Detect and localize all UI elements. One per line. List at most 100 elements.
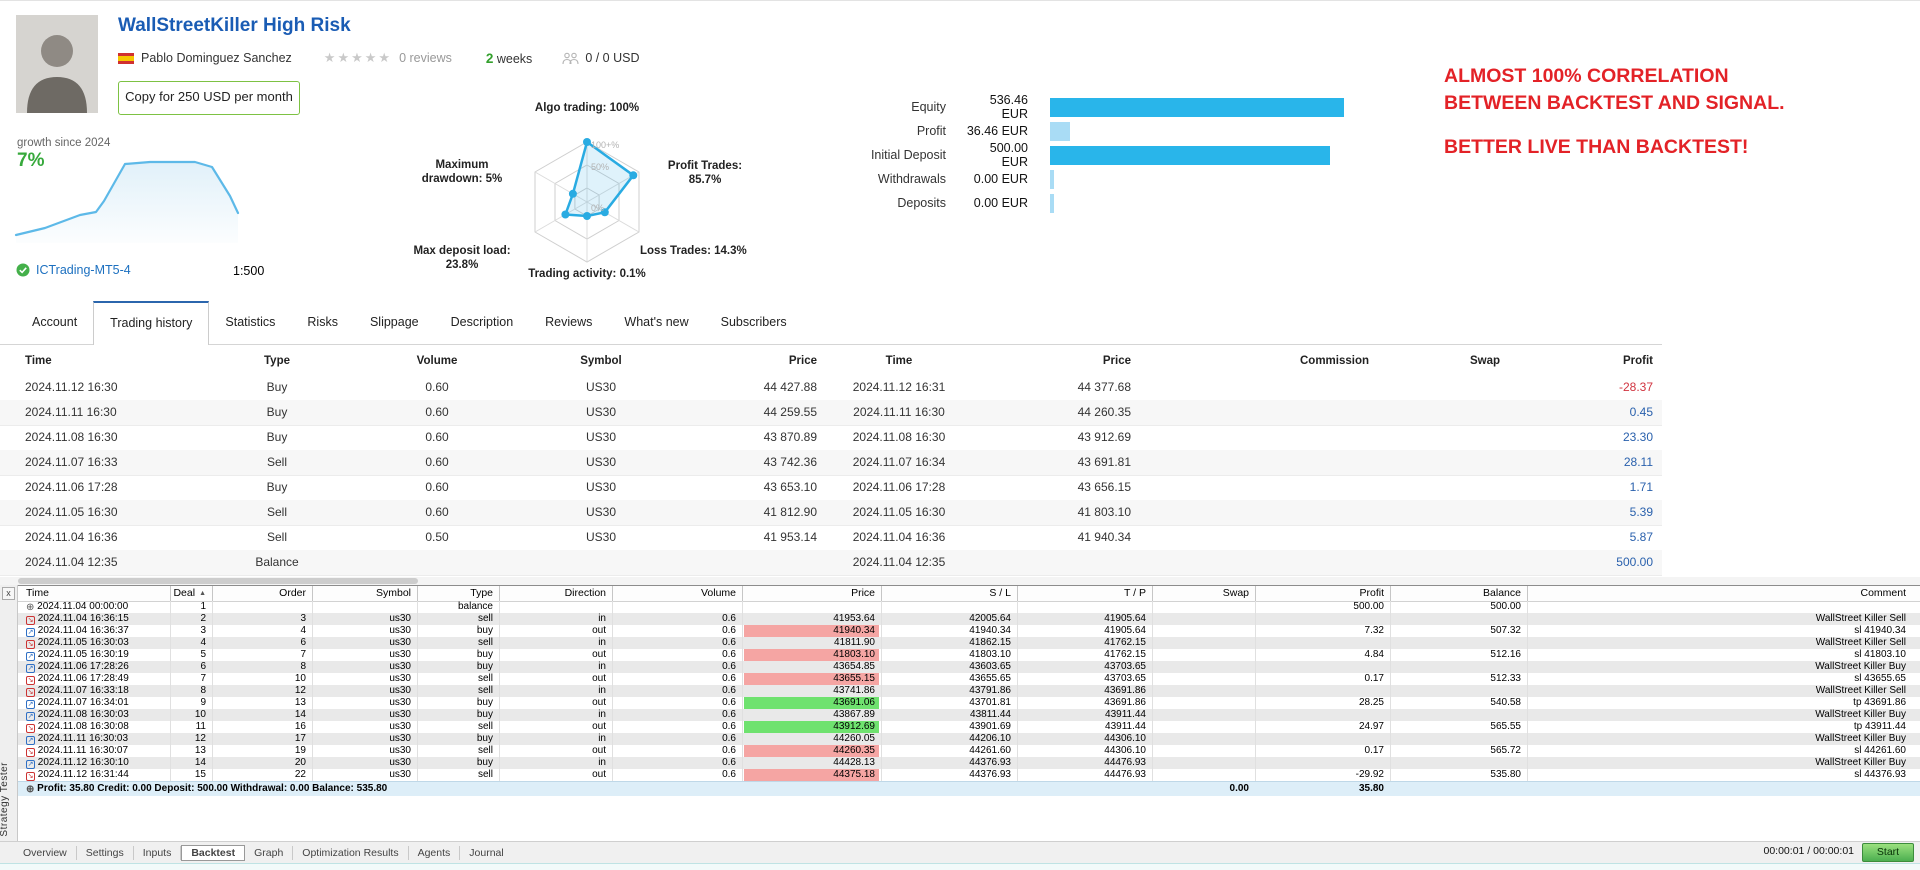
broker-row: ICTrading-MT5-4 bbox=[16, 263, 131, 277]
history-cell-close_price: 41 803.10 bbox=[1077, 505, 1131, 519]
column-separator bbox=[1017, 586, 1018, 601]
deal-cell-order: 22 bbox=[294, 769, 306, 780]
tab-reviews[interactable]: Reviews bbox=[545, 315, 593, 329]
deal-cell-vol: 0.6 bbox=[722, 625, 736, 636]
tester-tab-overview[interactable]: Overview bbox=[14, 845, 77, 860]
history-cell-time: 2024.11.04 12:35 bbox=[25, 555, 118, 569]
deal-cell-order: 14 bbox=[294, 709, 306, 720]
deal-cell-type: sell bbox=[477, 613, 493, 624]
deals-header-vol[interactable]: Volume bbox=[700, 587, 736, 599]
verified-check-icon bbox=[16, 263, 30, 277]
tester-tab-optimization-results[interactable]: Optimization Results bbox=[293, 845, 409, 860]
deals-header-tp[interactable]: T / P bbox=[1124, 587, 1146, 599]
deal-cell-swap bbox=[1154, 649, 1253, 661]
deal-cell-time: ↘ 2024.11.08 16:30:08 bbox=[26, 721, 129, 733]
deal-cell-vol: 0.6 bbox=[722, 637, 736, 648]
tester-tab-graph[interactable]: Graph bbox=[245, 845, 294, 860]
deal-cell-swap bbox=[1154, 661, 1253, 673]
deal-cell-vol: 0.6 bbox=[722, 733, 736, 744]
column-separator bbox=[499, 586, 500, 601]
deal-row[interactable]: ↗ 2024.11.06 17:28:26 6 8 us30 buy in 0.6 43654… bbox=[0, 661, 1920, 673]
deal-row[interactable]: ↘ 2024.11.12 16:31:44 15 22 us30 sell out 0.6 4… bbox=[0, 769, 1920, 781]
deal-row[interactable]: ↗ 2024.11.11 16:30:03 12 17 us30 buy in 0.6 442… bbox=[0, 733, 1920, 745]
history-cell-volume: 0.60 bbox=[425, 480, 449, 494]
start-button[interactable]: Start bbox=[1862, 843, 1914, 862]
deals-header-profit[interactable]: Profit bbox=[1359, 587, 1384, 599]
deal-cell-profit: 7.32 bbox=[1364, 625, 1384, 636]
deals-header-balance[interactable]: Balance bbox=[1483, 587, 1521, 599]
deal-cell-sl: 43603.65 bbox=[969, 661, 1011, 672]
deal-cell-type: buy bbox=[476, 649, 493, 660]
history-cell-profit: 500.00 bbox=[1616, 555, 1653, 569]
growth-label: growth since 2024 bbox=[17, 137, 111, 149]
tab-risks[interactable]: Risks bbox=[307, 315, 338, 329]
tester-tab-backtest[interactable]: Backtest bbox=[181, 844, 246, 861]
copy-signal-button[interactable]: Copy for 250 USD per month bbox=[118, 81, 300, 115]
deal-cell-time: ↘ 2024.11.07 16:33:18 bbox=[26, 685, 129, 697]
deal-cell-sl: 44376.93 bbox=[969, 757, 1011, 768]
tab-trading-history[interactable]: Trading history bbox=[93, 301, 210, 345]
deal-row[interactable]: ⊕ 2024.11.04 00:00:00 1 balance 500.00 500.0… bbox=[0, 601, 1920, 613]
tab-account[interactable]: Account bbox=[32, 315, 78, 329]
deal-cell-tp: 41905.64 bbox=[1104, 613, 1146, 624]
deal-cell-type: sell bbox=[477, 685, 493, 696]
tester-tab-bar: Overview Settings Inputs Backtest Graph Optim… bbox=[0, 841, 1920, 863]
tab-what-s-new[interactable]: What's new bbox=[624, 315, 689, 329]
deals-header-swap[interactable]: Swap bbox=[1222, 587, 1249, 599]
close-icon[interactable]: x bbox=[2, 587, 15, 600]
tab-slippage[interactable]: Slippage bbox=[369, 315, 419, 329]
deal-cell-price: 43867.89 bbox=[833, 709, 875, 720]
deal-row[interactable]: ↘ 2024.11.06 17:28:49 7 10 us30 sell out 0.6 43… bbox=[0, 673, 1920, 685]
deal-row[interactable]: ↘ 2024.11.11 16:30:07 13 19 us30 sell out 0.6 4… bbox=[0, 745, 1920, 757]
history-cell-swap bbox=[1380, 400, 1500, 425]
history-cell-profit: 1.71 bbox=[1629, 480, 1653, 494]
deals-header-type[interactable]: Type bbox=[470, 587, 493, 599]
deals-header-dir[interactable]: Direction bbox=[564, 587, 606, 599]
history-header-symbol: Symbol bbox=[580, 355, 622, 367]
tab-subscribers[interactable]: Subscribers bbox=[720, 315, 787, 329]
tester-tab-journal[interactable]: Journal bbox=[469, 846, 504, 859]
deals-table-header: Time Deal ▲ Order Symbol Type Direction Volume P… bbox=[0, 586, 1920, 602]
deal-cell-deal: 13 bbox=[194, 745, 206, 756]
deals-header-sl[interactable]: S / L bbox=[989, 587, 1011, 599]
deals-header-symbol[interactable]: Symbol bbox=[375, 587, 411, 599]
stat-value: 500.00 EUR bbox=[989, 141, 1028, 169]
deal-row[interactable]: ↘ 2024.11.07 16:33:18 8 12 us30 sell in 0.6 437… bbox=[0, 685, 1920, 697]
deal-row[interactable]: ↘ 2024.11.05 16:30:03 4 6 us30 sell in 0.6 4181… bbox=[0, 637, 1920, 649]
deals-header-price[interactable]: Price bbox=[851, 587, 875, 599]
deal-cell-balance bbox=[1392, 661, 1525, 673]
tester-tab-settings[interactable]: Settings bbox=[77, 845, 134, 860]
tester-tab-agents[interactable]: Agents bbox=[409, 845, 461, 860]
deal-cell-balance: 512.16 bbox=[1490, 649, 1521, 660]
column-separator bbox=[1152, 586, 1153, 601]
deal-row[interactable]: ↗ 2024.11.05 16:30:19 5 7 us30 buy out 0.6 4180… bbox=[0, 649, 1920, 661]
deals-summary-row: ⊕ Profit: 35.80 Credit: 0.00 Deposit: 50… bbox=[0, 781, 1920, 796]
history-row: 2024.11.04 16:36 Sell 0.50 US30 41 953.14 202… bbox=[0, 525, 1662, 551]
broker-link[interactable]: ICTrading-MT5-4 bbox=[36, 263, 131, 277]
balance-plus-icon: ⊕ bbox=[26, 784, 35, 795]
column-separator bbox=[742, 601, 743, 781]
deal-row[interactable]: ↗ 2024.11.04 16:36:37 3 4 us30 buy out 0.6 4194… bbox=[0, 625, 1920, 637]
deal-cell-tp: 43911.44 bbox=[1105, 709, 1146, 720]
deals-header-order[interactable]: Order bbox=[279, 587, 306, 599]
deal-cell-time: ↘ 2024.11.06 17:28:49 bbox=[26, 673, 129, 685]
deal-cell-balance: 500.00 bbox=[1490, 601, 1521, 612]
deal-row[interactable]: ↗ 2024.11.08 16:30:03 10 14 us30 buy in 0.6 438… bbox=[0, 709, 1920, 721]
deal-row[interactable]: ↗ 2024.11.12 16:30:10 14 20 us30 buy in 0.6 444… bbox=[0, 757, 1920, 769]
deal-cell-symbol bbox=[312, 601, 415, 613]
deal-cell-sl: 43901.69 bbox=[969, 721, 1011, 732]
tab-statistics[interactable]: Statistics bbox=[225, 315, 276, 329]
tester-tab-inputs[interactable]: Inputs bbox=[134, 845, 182, 860]
tab-description[interactable]: Description bbox=[450, 315, 514, 329]
deal-row[interactable]: ↗ 2024.11.07 16:34:01 9 13 us30 buy out 0.6 436… bbox=[0, 697, 1920, 709]
deal-row[interactable]: ↘ 2024.11.08 16:30:08 11 16 us30 sell out 0.6 4… bbox=[0, 721, 1920, 733]
deals-header-time[interactable]: Time bbox=[26, 587, 49, 599]
deal-cell-balance: 512.33 bbox=[1490, 673, 1521, 684]
deal-row[interactable]: ↘ 2024.11.04 16:36:15 2 3 us30 sell in 0.6 4195… bbox=[0, 613, 1920, 625]
scrollbar-thumb[interactable] bbox=[18, 578, 418, 584]
deals-header-deal[interactable]: Deal ▲ bbox=[173, 587, 206, 599]
history-cell-symbol: US30 bbox=[585, 380, 617, 394]
deals-header-comment[interactable]: Comment bbox=[1860, 587, 1906, 599]
deal-cell-dir: out bbox=[592, 721, 606, 732]
history-header-open_price: Price bbox=[788, 355, 817, 367]
